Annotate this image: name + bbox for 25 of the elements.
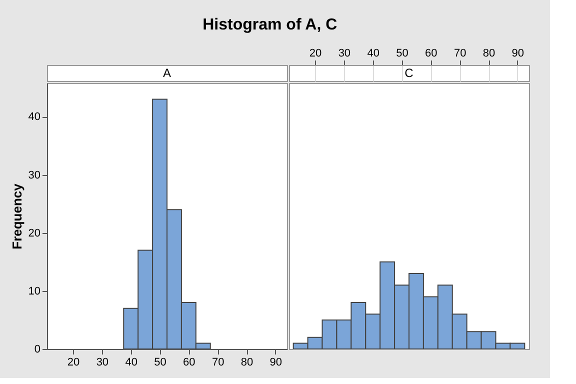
x-tick-label: 80 bbox=[482, 48, 496, 60]
x-tick-label: 50 bbox=[154, 356, 166, 368]
x-tick-label: 40 bbox=[125, 356, 138, 368]
y-tick-label: 20 bbox=[28, 227, 40, 240]
text: Histogram of A, C bbox=[202, 16, 338, 34]
x-tick-label: 70 bbox=[454, 48, 466, 60]
chart-title: C bbox=[404, 66, 414, 80]
x-tick-label: 20 bbox=[309, 48, 322, 60]
x-tick-label: 60 bbox=[183, 356, 196, 368]
y-tick-label: 40 bbox=[28, 111, 40, 124]
y-tick-label: 30 bbox=[28, 169, 40, 182]
x-tick-label: 20 bbox=[67, 356, 80, 368]
y-tick-label: 10 bbox=[28, 285, 40, 298]
x-tick-label: 50 bbox=[396, 48, 408, 60]
x-tick-label: 70 bbox=[212, 356, 224, 368]
y-axis-title: Frequency bbox=[9, 182, 24, 250]
x-tick-label: 30 bbox=[338, 48, 351, 60]
x-tick-label: 40 bbox=[367, 48, 380, 60]
x-tick-label: 30 bbox=[96, 356, 109, 368]
x-tick-label: 60 bbox=[425, 48, 438, 60]
x-tick-label: 90 bbox=[270, 356, 282, 368]
chart-title: A bbox=[162, 66, 172, 80]
x-tick-label: 80 bbox=[240, 356, 254, 368]
x-tick-label: 90 bbox=[512, 48, 524, 60]
y-tick-label: 0 bbox=[34, 344, 40, 356]
